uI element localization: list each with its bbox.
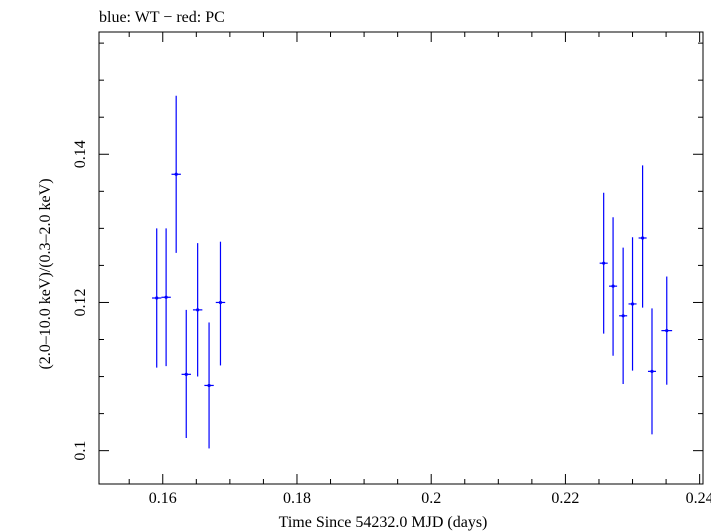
x-tick-label: 0.22 [551, 490, 579, 507]
point-marker [155, 296, 159, 300]
data-point [152, 228, 162, 368]
point-marker [665, 329, 669, 333]
point-marker [164, 295, 168, 299]
point-marker [207, 383, 211, 388]
y-tick-label: 0.1 [72, 441, 89, 461]
plot-frame [98, 31, 704, 485]
point-marker [602, 261, 606, 265]
data-point [171, 95, 181, 253]
data-point [599, 192, 608, 334]
x-tick-label: 0.2 [421, 490, 441, 507]
x-axis-label: Time Since 54232.0 MJD (days) [279, 514, 488, 531]
y-axis-label: (2.0–10.0 keV)/(0.3–2.0 keV) [37, 178, 54, 369]
data-point [192, 243, 203, 377]
data-point [181, 309, 191, 439]
data-point [609, 217, 618, 356]
plot-axes: 0.16 0.18 0.2 0.22 0.24 0.1 0.12 0.14 [72, 31, 711, 507]
y-tick-label: 0.14 [72, 140, 89, 168]
x-tick-label: 0.24 [686, 490, 711, 507]
data-point [647, 308, 657, 435]
point-marker [184, 372, 188, 376]
y-tick-label: 0.12 [72, 288, 89, 316]
x-tick-label: 0.18 [283, 490, 311, 507]
point-marker [630, 302, 635, 306]
data-point [619, 247, 628, 384]
point-marker [218, 300, 223, 305]
point-marker [174, 172, 178, 176]
data-point [638, 165, 647, 308]
data-points [152, 95, 673, 449]
point-marker [621, 314, 625, 318]
point-marker [196, 308, 200, 312]
data-point [628, 237, 637, 371]
point-marker [611, 284, 615, 288]
chart-title: blue: WT − red: PC [99, 9, 225, 26]
x-tick-label: 0.16 [149, 490, 177, 507]
point-marker [641, 236, 645, 240]
data-point [161, 228, 171, 367]
data-point [661, 276, 673, 385]
point-marker [650, 369, 654, 373]
data-point [215, 241, 226, 366]
data-point [204, 322, 214, 449]
